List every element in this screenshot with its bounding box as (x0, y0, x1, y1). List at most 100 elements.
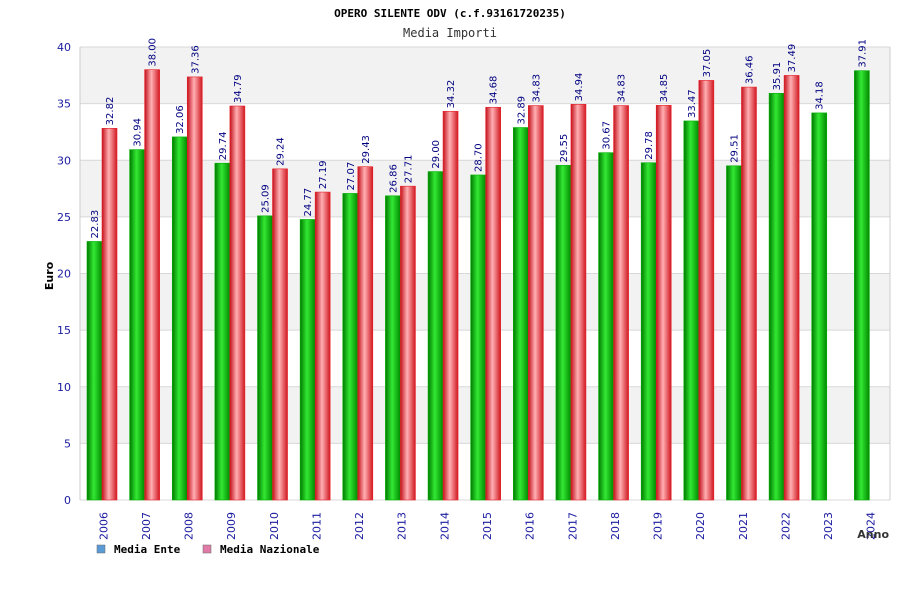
bar-media-ente (598, 152, 614, 501)
x-axis-ticks: 2006 2007 2008 2009 2010 2011 2012 2013 2014 2015… (97, 512, 877, 540)
bar-media-ente (513, 127, 529, 501)
value-label: 34.83 (617, 74, 628, 103)
legend-swatch-media-nazionale (202, 544, 212, 554)
bar-media-ente (171, 136, 188, 501)
bar-media-ente (214, 162, 231, 501)
x-tick-label: 2018 (609, 512, 622, 540)
x-tick-label: 2024 (865, 512, 878, 540)
y-tick-label: 15 (57, 324, 71, 337)
value-label: 30.94 (133, 118, 144, 147)
bar-media-nazionale (314, 191, 331, 501)
x-tick-label: 2015 (481, 512, 494, 540)
bar-media-ente (640, 162, 657, 501)
value-label: 30.67 (602, 121, 613, 150)
value-label: 37.36 (190, 45, 201, 74)
value-label: 37.91 (857, 39, 868, 68)
bar-media-nazionale (144, 69, 160, 501)
value-label: 27.71 (403, 155, 414, 184)
x-tick-label: 2010 (268, 512, 281, 540)
x-tick-label: 2006 (97, 512, 110, 540)
bar-media-ente (385, 195, 401, 501)
x-tick-label: 2008 (183, 512, 196, 540)
value-label: 24.77 (303, 188, 314, 217)
x-tick-label: 2011 (310, 512, 323, 540)
x-tick-label: 2016 (524, 512, 537, 540)
value-label: 38.00 (148, 38, 159, 67)
y-tick-label: 35 (57, 98, 71, 111)
value-label: 27.19 (318, 160, 329, 189)
value-label: 32.06 (175, 105, 186, 134)
x-tick-label: 2023 (822, 512, 835, 540)
value-label: 37.05 (702, 49, 713, 78)
x-tick-label: 2014 (438, 512, 451, 540)
bar-media-ente (854, 70, 870, 501)
value-label: 29.43 (361, 135, 372, 164)
x-tick-label: 2019 (652, 512, 665, 540)
value-label: 36.46 (744, 55, 755, 84)
bar-media-nazionale (485, 106, 501, 501)
chart-title: OPERO SILENTE ODV (c.f.93161720235) (334, 7, 566, 20)
value-label: 34.94 (574, 73, 585, 102)
value-label: 25.09 (261, 184, 272, 213)
value-label: 29.55 (559, 134, 570, 163)
value-label: 34.85 (659, 74, 670, 103)
y-tick-label: 25 (57, 211, 71, 224)
value-label: 28.70 (474, 143, 485, 172)
y-tick-label: 20 (57, 268, 71, 281)
bar-media-nazionale (528, 105, 544, 501)
bar-media-ente (555, 165, 572, 501)
bar-media-ente (470, 174, 486, 501)
y-axis-label: Euro (43, 261, 56, 290)
bar-media-ente (427, 171, 444, 501)
value-label: 35.91 (772, 62, 783, 91)
value-label: 22.83 (90, 210, 101, 239)
bars (86, 69, 870, 501)
value-label: 34.68 (489, 76, 500, 105)
value-label: 29.74 (218, 132, 229, 161)
value-label: 34.83 (531, 74, 542, 103)
bar-media-ente (811, 112, 828, 501)
x-tick-label: 2022 (779, 512, 792, 540)
value-label: 32.89 (516, 96, 527, 125)
bar-media-nazionale (613, 105, 629, 501)
bar-media-nazionale (400, 185, 416, 501)
y-tick-label: 0 (64, 494, 71, 507)
bar-media-ente (129, 149, 145, 501)
bar-media-nazionale (655, 105, 672, 501)
value-label: 37.49 (787, 44, 798, 73)
value-label: 32.82 (105, 97, 116, 126)
bar-media-nazionale (698, 80, 715, 501)
y-tick-label: 40 (57, 41, 71, 54)
legend-label-media-ente: Media Ente (114, 543, 181, 556)
value-label: 33.47 (687, 89, 698, 118)
bar-media-nazionale (741, 86, 757, 501)
value-label: 26.86 (388, 164, 399, 193)
bar-media-ente (299, 219, 316, 501)
legend-label-media-nazionale: Media Nazionale (220, 543, 320, 556)
x-tick-label: 2007 (140, 512, 153, 540)
x-tick-label: 2009 (225, 512, 238, 540)
bar-media-ente (768, 93, 785, 501)
bar-media-nazionale (101, 128, 118, 501)
bar-media-nazionale (570, 104, 587, 501)
value-label: 29.51 (729, 134, 740, 163)
bar-media-nazionale (357, 166, 374, 501)
value-label: 29.00 (431, 140, 442, 169)
bar-media-ente (342, 193, 359, 501)
value-label: 29.24 (276, 137, 287, 166)
bar-media-nazionale (442, 111, 459, 501)
legend: Media Ente Media Nazionale (96, 543, 320, 556)
bar-media-nazionale (229, 105, 246, 501)
x-tick-label: 2013 (396, 512, 409, 540)
value-label: 34.18 (815, 81, 826, 110)
y-axis-ticks: 0 5 10 15 20 25 30 35 40 (57, 41, 71, 507)
bar-media-ente (257, 215, 273, 501)
bar-media-ente (86, 241, 103, 501)
value-labels: 22.83 32.82 30.94 38.00 32.06 37.36 29.74 34.79… (90, 38, 868, 238)
value-label: 34.32 (446, 80, 457, 109)
legend-swatch-media-ente (96, 544, 106, 554)
bar-media-nazionale (186, 76, 203, 501)
value-label: 29.78 (644, 131, 655, 160)
y-tick-label: 30 (57, 154, 71, 167)
bar-media-nazionale (272, 168, 288, 501)
